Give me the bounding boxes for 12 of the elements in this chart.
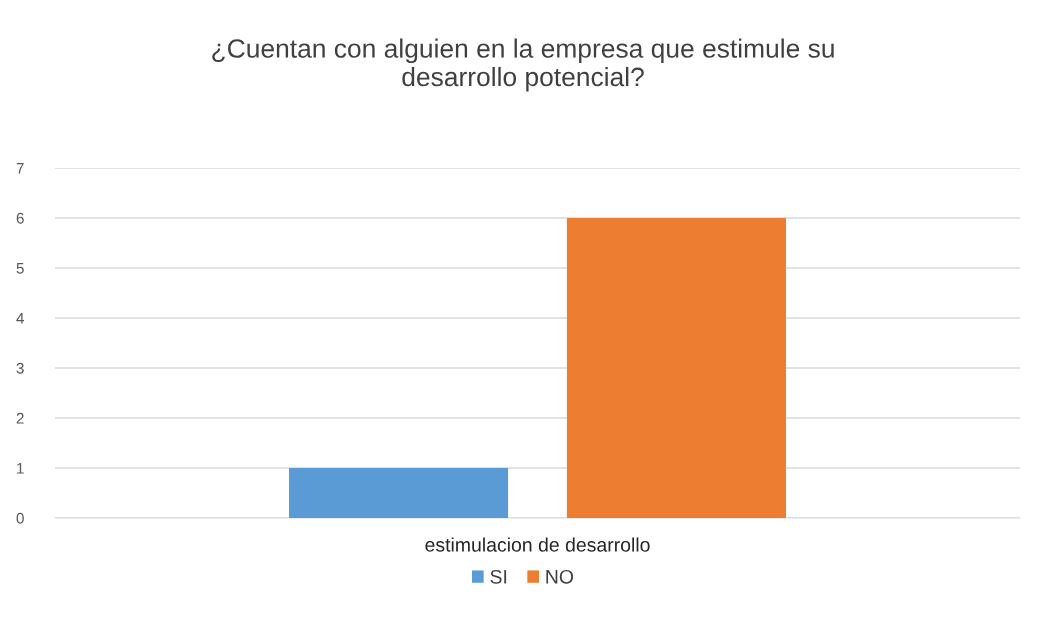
y-tick-label: 3 — [16, 362, 24, 374]
x-tick-label: estimulacion de desarrollo — [425, 537, 650, 552]
y-tick-label: 2 — [16, 412, 24, 424]
y-tick-label: 5 — [16, 263, 24, 274]
y-tick-label: 0 — [16, 512, 24, 524]
y-tick-label: 4 — [16, 313, 24, 324]
y-tick-label: 1 — [17, 463, 24, 474]
y-tick-label: 7 — [16, 163, 24, 174]
legend-label: NO — [546, 569, 574, 584]
legend-label: SI — [490, 569, 507, 584]
y-tick-label: 6 — [16, 212, 24, 224]
chart-title: ¿Cuentan con alguien en la empresa que estimule su desarrollo potencial? — [212, 38, 834, 92]
